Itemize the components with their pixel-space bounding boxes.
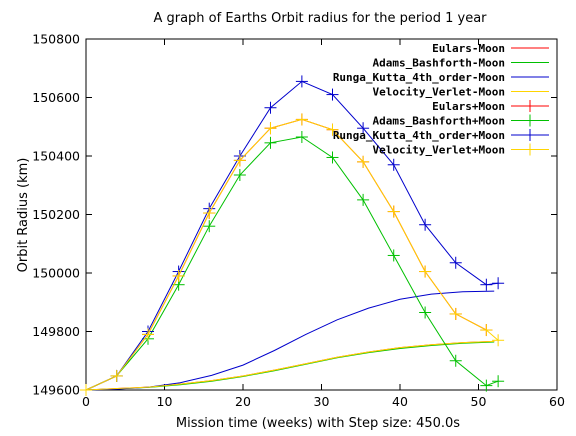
legend-marker [524, 129, 536, 141]
data-point-marker [419, 218, 432, 231]
data-point-marker [326, 123, 339, 136]
series-line [85, 136, 499, 391]
legend-label: Runga_Kutta_4th_order+Moon [333, 129, 505, 142]
data-point-marker [357, 193, 370, 206]
series-line [85, 290, 495, 391]
legend-marker [524, 100, 536, 112]
y-tick-label: 150200 [32, 207, 80, 222]
y-axis-label: Orbit Radius (km) [16, 158, 31, 273]
data-point-marker [419, 306, 432, 319]
x-axis-label: Mission time (weeks) with Step size: 450… [176, 416, 460, 431]
legend-marker [524, 143, 536, 156]
data-point-marker [233, 154, 246, 167]
series-line [85, 118, 499, 391]
legend-marker [524, 114, 536, 127]
data-point-marker [80, 384, 92, 396]
chart-title: A graph of Earths Orbit radius for the p… [153, 11, 487, 26]
series-2 [85, 290, 495, 391]
legend-entry: Velocity_Verlet-Moon [373, 86, 549, 99]
data-point-marker [387, 205, 400, 218]
series-0 [85, 340, 495, 391]
series-3 [85, 340, 495, 391]
legend-label: Velocity_Verlet-Moon [373, 86, 505, 99]
data-point-marker [264, 136, 277, 149]
legend-label: Velocity_Verlet+Moon [373, 144, 505, 157]
y-tick-label: 150800 [32, 32, 80, 47]
x-tick-label: 10 [157, 394, 173, 409]
legend-entry: Runga_Kutta_4th_order-Moon [333, 71, 549, 84]
data-point-marker [357, 155, 370, 168]
data-point-marker [387, 158, 400, 171]
series-layer [80, 75, 505, 396]
data-point-marker [449, 307, 462, 320]
x-tick-label: 30 [314, 394, 330, 409]
data-point-marker [492, 334, 505, 347]
series-line [85, 118, 487, 391]
data-point-marker [142, 328, 155, 341]
legend-entry: Runga_Kutta_4th_order+Moon [333, 129, 549, 142]
legend-entry: Velocity_Verlet+Moon [373, 143, 549, 157]
data-point-marker [480, 278, 493, 291]
series-7 [80, 113, 505, 396]
data-point-marker [295, 113, 308, 126]
data-point-marker [264, 101, 277, 114]
y-axis-ticks: 149600 149800 150000 150200 150400 150600 1508… [32, 32, 557, 398]
x-tick-label: 60 [549, 394, 565, 409]
data-point-marker [387, 249, 400, 262]
data-point-marker [203, 207, 216, 220]
data-point-marker [357, 122, 370, 135]
legend-entry: Adams_Bashforth-Moon [373, 57, 549, 70]
legend-label: Runga_Kutta_4th_order-Moon [333, 71, 505, 84]
legend-label: Eulars+Moon [432, 100, 505, 113]
y-tick-label: 150600 [32, 90, 80, 105]
data-point-marker [172, 269, 185, 282]
y-tick-label: 149600 [32, 383, 80, 398]
series-1 [85, 341, 495, 391]
data-point-marker [419, 265, 432, 278]
legend: Eulars-MoonAdams_Bashforth-MoonRunga_Kut… [333, 42, 549, 157]
series-line [85, 340, 495, 391]
legend-label: Adams_Bashforth-Moon [373, 57, 505, 70]
data-point-marker [326, 88, 339, 101]
legend-label: Adams_Bashforth+Moon [373, 115, 505, 128]
data-point-marker [203, 220, 216, 233]
y-tick-label: 150400 [32, 149, 80, 164]
series-line [85, 341, 495, 391]
data-point-marker [233, 169, 246, 182]
y-tick-label: 149800 [32, 324, 80, 339]
data-point-marker [295, 130, 308, 143]
legend-entry: Eulars-Moon [432, 42, 549, 55]
data-point-marker [492, 375, 505, 388]
x-tick-label: 0 [82, 394, 90, 409]
x-tick-label: 50 [471, 394, 487, 409]
x-tick-label: 20 [235, 394, 251, 409]
data-point-marker [449, 354, 462, 367]
data-point-marker [449, 256, 462, 269]
series-5 [80, 130, 505, 396]
x-axis-ticks: 0 10 20 30 40 50 60 [82, 39, 565, 409]
y-tick-label: 150000 [32, 266, 80, 281]
x-tick-label: 40 [392, 394, 408, 409]
data-point-marker [264, 122, 277, 135]
data-point-marker [492, 277, 505, 290]
data-point-marker [295, 75, 308, 88]
legend-entry: Adams_Bashforth+Moon [373, 114, 549, 128]
data-point-marker [480, 379, 493, 392]
data-point-marker [480, 324, 493, 337]
legend-entry: Eulars+Moon [432, 100, 549, 113]
data-point-marker [110, 369, 123, 382]
data-point-marker [326, 151, 339, 164]
legend-label: Eulars-Moon [432, 42, 505, 55]
series-line [85, 340, 495, 391]
